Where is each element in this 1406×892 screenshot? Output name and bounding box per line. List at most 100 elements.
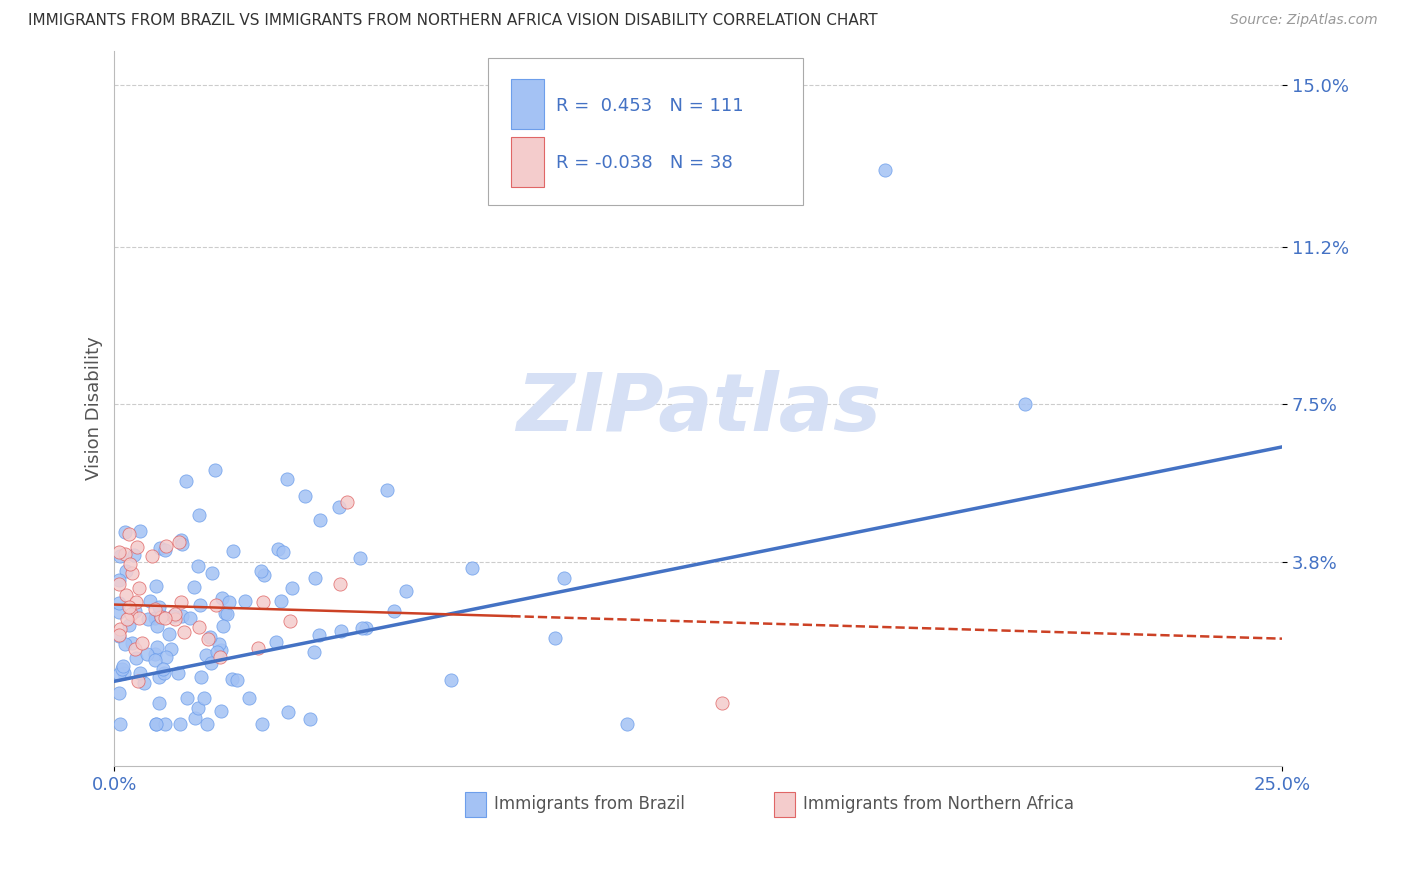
Point (153, 665, 176, 680)
Point (277, 705, 299, 719)
Point (145, 717, 167, 731)
Point (115, 612, 138, 626)
Point (128, 611, 150, 625)
Point (207, 637, 229, 651)
Point (134, 675, 156, 690)
Text: IMMIGRANTS FROM BRAZIL VS IMMIGRANTS FROM NORTHERN AFRICA VISION DISABILITY CORR: IMMIGRANTS FROM BRAZIL VS IMMIGRANTS FRO… (28, 13, 877, 29)
Point (173, 624, 195, 639)
Point (252, 717, 274, 731)
Point (149, 541, 172, 555)
Point (112, 666, 135, 681)
Point (221, 672, 243, 686)
Point (118, 526, 141, 541)
Point (616, 717, 638, 731)
Point (131, 636, 153, 650)
Point (375, 483, 398, 497)
Point (294, 489, 316, 503)
Point (193, 691, 215, 706)
Point (148, 697, 170, 711)
Point (145, 640, 167, 655)
Point (150, 609, 173, 624)
Point (271, 545, 294, 559)
Point (145, 717, 167, 731)
Point (165, 612, 187, 626)
Point (108, 630, 131, 644)
Point (118, 599, 141, 614)
Point (176, 690, 198, 705)
Point (329, 576, 352, 591)
Point (395, 584, 418, 599)
Point (544, 632, 567, 646)
Point (148, 600, 170, 615)
Point (252, 595, 274, 609)
Point (221, 544, 243, 558)
Point (108, 717, 131, 731)
Point (125, 541, 148, 555)
Point (143, 647, 166, 661)
Point (873, 163, 896, 178)
Point (461, 561, 484, 575)
Point (160, 642, 183, 657)
Point (264, 635, 287, 649)
Point (127, 673, 149, 688)
Point (209, 643, 232, 657)
Point (121, 635, 143, 649)
Point (1014, 397, 1036, 411)
Point (117, 617, 139, 632)
Text: Immigrants from Brazil: Immigrants from Brazil (494, 796, 685, 814)
Point (187, 558, 209, 573)
Point (190, 670, 212, 684)
Point (124, 604, 146, 618)
Point (135, 648, 157, 662)
Point (108, 605, 131, 619)
Point (440, 673, 463, 687)
Point (169, 717, 191, 731)
Point (349, 550, 371, 565)
Point (108, 686, 131, 700)
Point (108, 628, 131, 642)
Point (114, 524, 136, 539)
Point (276, 472, 298, 486)
Point (187, 620, 209, 634)
Point (145, 611, 167, 625)
Bar (512, 79, 544, 129)
Point (354, 621, 377, 635)
Point (207, 645, 229, 659)
Point (145, 579, 167, 593)
Point (146, 619, 169, 633)
Point (129, 665, 152, 680)
Point (212, 618, 235, 632)
Point (120, 607, 142, 621)
Point (197, 632, 219, 647)
Point (141, 549, 163, 563)
Point (108, 577, 131, 591)
FancyBboxPatch shape (488, 58, 803, 204)
Point (267, 542, 290, 557)
Point (120, 557, 142, 571)
Point (211, 591, 233, 606)
Point (350, 621, 373, 635)
Point (382, 604, 405, 618)
Point (143, 601, 166, 615)
Point (194, 648, 217, 662)
Point (270, 593, 292, 607)
Point (115, 565, 138, 579)
Point (187, 508, 209, 523)
Point (148, 670, 170, 684)
Point (128, 581, 150, 595)
Point (553, 571, 575, 585)
Point (111, 662, 134, 676)
Point (200, 656, 222, 670)
Point (328, 500, 350, 514)
Point (253, 568, 276, 582)
Point (298, 712, 321, 726)
Point (249, 564, 271, 578)
Point (170, 533, 193, 548)
Point (183, 580, 205, 594)
Point (172, 608, 194, 623)
Point (278, 615, 301, 629)
Point (309, 513, 332, 527)
Point (166, 666, 188, 681)
Point (336, 495, 359, 509)
Point (218, 595, 240, 609)
